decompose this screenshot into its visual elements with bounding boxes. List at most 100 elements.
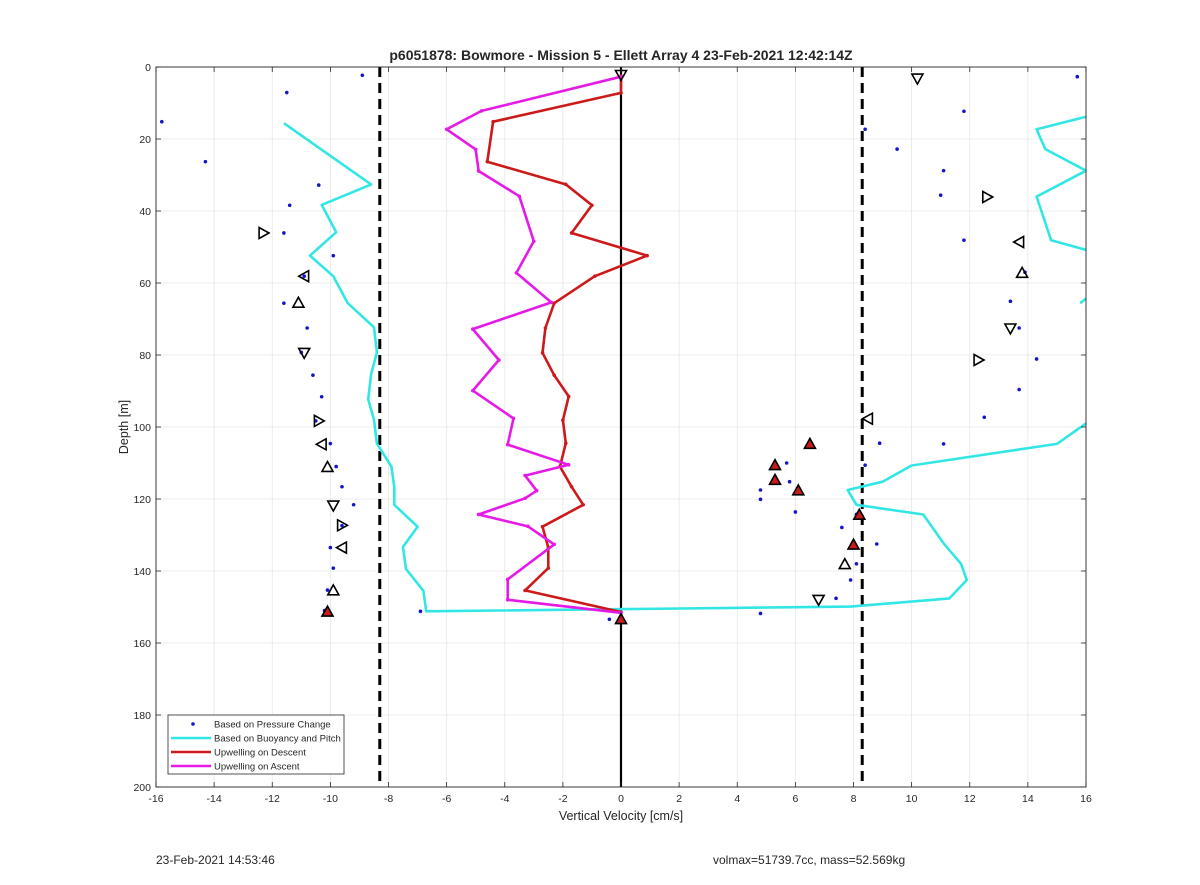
pressure-point: [962, 238, 966, 242]
legend: Based on Pressure Change Based on Buoyan…: [167, 714, 345, 775]
descent-marker: [852, 507, 867, 521]
x-tick-label: -10: [323, 793, 338, 805]
x-tick-label: 2: [676, 793, 682, 805]
y-tick-label: 60: [139, 278, 151, 290]
series-point: [540, 524, 545, 529]
x-tick-label: 12: [964, 793, 976, 805]
pressure-point: [874, 542, 879, 546]
ascent-marker: [860, 411, 874, 426]
y-tick-label: 200: [133, 782, 151, 794]
series-point: [470, 327, 475, 331]
pressure-point: [787, 479, 792, 484]
legend-label-pressure: Based on Pressure Change: [214, 720, 331, 731]
pressure-point: [328, 545, 333, 550]
ascent-marker: [1003, 323, 1018, 336]
x-tick-label: 16: [1080, 793, 1092, 805]
descent-marker: [791, 483, 806, 496]
pressure-point: [331, 253, 336, 258]
series-point: [497, 358, 501, 362]
ascent-marker: [291, 295, 306, 309]
pressure-point: [877, 441, 882, 446]
ascent-marker: [981, 190, 995, 204]
axes: -16 -14 -12 -10 -8 -6 -4 -2 0 2 4 6 8 10 12 14 160204060…: [133, 62, 1092, 805]
series-point: [473, 147, 478, 152]
series-layer: [160, 69, 1087, 625]
series-point: [593, 274, 597, 278]
pressure-point: [340, 523, 344, 528]
x-tick-label: 0: [618, 793, 624, 805]
legend-label-buoyancy: Based on Buoyancy and Pitch: [214, 734, 341, 745]
descent-marker: [768, 472, 782, 486]
x-tick-label: 14: [1022, 793, 1034, 805]
series-line: [1035, 169, 1087, 252]
pressure-point: [758, 497, 763, 502]
series-point: [543, 326, 548, 330]
series-point: [523, 588, 527, 593]
series-point: [549, 300, 554, 305]
x-tick-label: -14: [207, 793, 222, 805]
series-point: [505, 442, 510, 447]
ascent-marker: [910, 73, 925, 86]
ascent-marker: [258, 226, 271, 240]
series-point: [444, 127, 449, 132]
y-axis-label: Depth [m]: [117, 400, 131, 454]
x-tick-label: -2: [558, 793, 567, 805]
y-tick-label: 180: [133, 710, 151, 722]
pressure-point: [351, 502, 356, 507]
pressure-point: [203, 159, 208, 164]
legend-label-descent: Upwelling on Descent: [214, 748, 306, 759]
pressure-point: [758, 611, 763, 616]
y-tick-label: 20: [139, 134, 151, 146]
legend-label-ascent: Upwelling on Ascent: [214, 762, 300, 773]
ascent-marker: [334, 540, 348, 555]
pressure-point: [863, 127, 867, 132]
ascent-marker: [326, 500, 341, 513]
pressure-point: [962, 109, 966, 114]
ascent-marker: [336, 518, 350, 533]
series-point: [546, 566, 551, 570]
series-point: [470, 388, 475, 393]
footer-stats: volmax=51739.7cc, mass=52.569kg: [713, 853, 906, 867]
pressure-point: [325, 588, 330, 592]
x-tick-label: 10: [906, 793, 918, 805]
ascent-marker: [811, 594, 826, 607]
pressure-point: [848, 578, 853, 582]
series-point: [566, 394, 571, 399]
series-point: [485, 159, 490, 164]
descent-marker: [846, 537, 861, 550]
ascent-marker: [314, 437, 327, 452]
x-axis-label: Vertical Velocity [cm/s]: [559, 809, 683, 823]
descent-marker: [614, 612, 628, 625]
pressure-point: [319, 394, 324, 399]
series-point: [514, 271, 519, 275]
ascent-marker: [837, 557, 852, 570]
pressure-point: [895, 147, 899, 151]
pressure-point: [287, 203, 292, 208]
pressure-point: [938, 193, 943, 197]
series-point: [552, 301, 556, 305]
ascent-marker: [1015, 265, 1029, 279]
series-line: [283, 122, 1087, 613]
ascent-marker: [297, 269, 310, 284]
x-tick-label: -8: [384, 793, 393, 805]
pressure-point: [418, 609, 423, 614]
series-point: [476, 512, 481, 517]
pressure-point: [982, 415, 987, 420]
ascent-marker: [1012, 235, 1025, 249]
x-tick-label: 6: [792, 793, 798, 805]
series-line: [1035, 115, 1087, 172]
series-point: [563, 441, 568, 446]
series-point: [505, 577, 510, 582]
pressure-point: [331, 566, 336, 570]
pressure-point: [302, 274, 307, 278]
series-point: [569, 484, 574, 489]
series-point: [552, 542, 556, 547]
pressure-point: [282, 231, 286, 235]
ascent-marker: [973, 353, 986, 367]
y-tick-label: 40: [139, 206, 151, 218]
pressure-point: [360, 73, 365, 78]
ascent-marker: [326, 583, 341, 596]
x-tick-label: 8: [851, 793, 857, 805]
descent-marker: [320, 604, 335, 617]
